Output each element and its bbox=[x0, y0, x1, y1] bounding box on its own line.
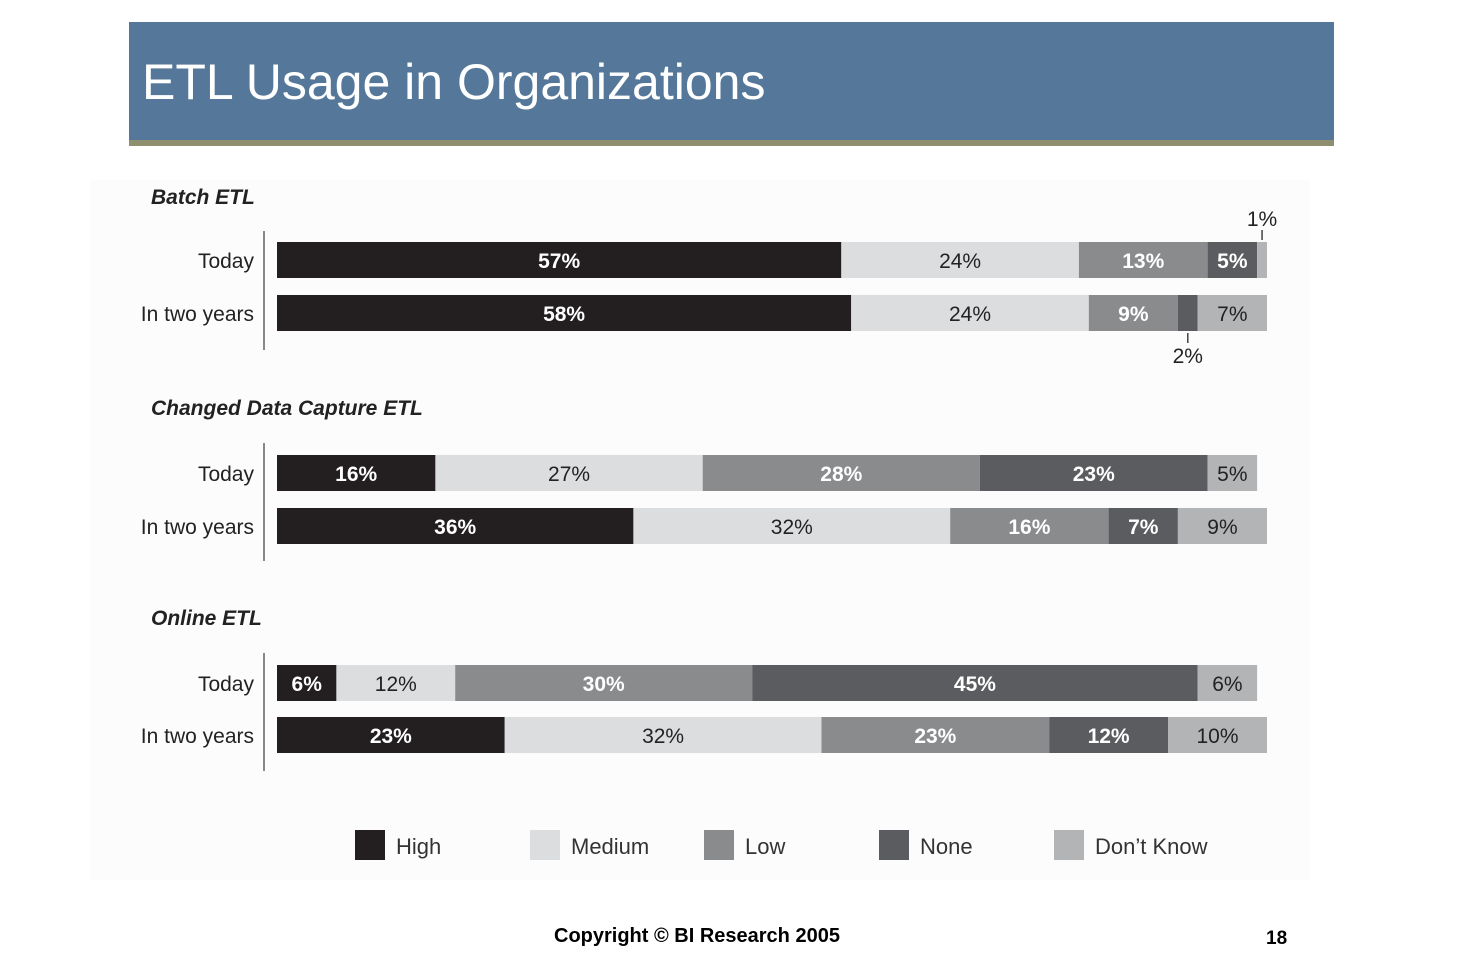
slide-title: ETL Usage in Organizations bbox=[142, 54, 766, 110]
data-label-online-etl-in-two-years-none: 12% bbox=[1088, 725, 1130, 748]
bar-segment-batch-etl-in-two-years-high bbox=[277, 295, 852, 331]
data-label-online-etl-in-two-years-high: 23% bbox=[370, 725, 412, 748]
bar-segment-changed-data-capture-etl-today-high bbox=[277, 455, 436, 491]
bar-segment-changed-data-capture-etl-in-two-years-medium bbox=[633, 508, 951, 544]
bar-segment-online-etl-in-two-years-don-t-know bbox=[1168, 717, 1267, 753]
bar-segment-batch-etl-today-medium bbox=[841, 242, 1079, 278]
group-title-changed-data-capture-etl: Changed Data Capture ETL bbox=[151, 397, 423, 420]
data-label-online-etl-today-medium: 12% bbox=[375, 673, 417, 696]
legend-swatch-don-t-know bbox=[1054, 830, 1084, 860]
data-label-online-etl-today-don-t-know: 6% bbox=[1212, 673, 1242, 696]
legend-swatch-medium bbox=[530, 830, 560, 860]
data-label-changed-data-capture-etl-today-medium: 27% bbox=[548, 463, 590, 486]
bar-segment-online-etl-today-none bbox=[752, 665, 1198, 701]
bar-segment-batch-etl-today-don-t-know bbox=[1257, 242, 1267, 278]
copyright-notice: Copyright © BI Research 2005 bbox=[554, 925, 840, 947]
data-label-changed-data-capture-etl-in-two-years-medium: 32% bbox=[771, 516, 813, 539]
data-label-batch-etl-today-none: 5% bbox=[1217, 250, 1248, 273]
data-label-online-etl-in-two-years-low: 23% bbox=[914, 725, 956, 748]
bar-segment-changed-data-capture-etl-in-two-years-high bbox=[277, 508, 634, 544]
row-label-batch-etl-today: Today bbox=[198, 250, 255, 273]
data-label-changed-data-capture-etl-today-none: 23% bbox=[1073, 463, 1115, 486]
page-number: 18 bbox=[1266, 928, 1288, 949]
legend-label-none: None bbox=[920, 834, 973, 859]
legend-swatch-low bbox=[704, 830, 734, 860]
data-label-changed-data-capture-etl-in-two-years-high: 36% bbox=[434, 516, 476, 539]
data-label-changed-data-capture-etl-today-low: 28% bbox=[820, 463, 862, 486]
bar-segment-changed-data-capture-etl-today-medium bbox=[435, 455, 703, 491]
data-label-batch-etl-today-high: 57% bbox=[538, 250, 580, 273]
data-label-online-etl-today-none: 45% bbox=[954, 673, 996, 696]
bar-segment-online-etl-in-two-years-low bbox=[821, 717, 1050, 753]
data-label-changed-data-capture-etl-today-high: 16% bbox=[335, 463, 377, 486]
data-label-batch-etl-in-two-years-medium: 24% bbox=[949, 303, 991, 326]
bar-segment-changed-data-capture-etl-today-none bbox=[979, 455, 1208, 491]
title-bar bbox=[129, 22, 1334, 140]
row-label-changed-data-capture-etl-today: Today bbox=[198, 463, 255, 486]
row-label-online-etl-in-two-years: In two years bbox=[141, 725, 254, 748]
data-label-changed-data-capture-etl-in-two-years-low: 16% bbox=[1008, 516, 1050, 539]
stacked-bar-chart: Batch ETL Today 57% 24% 13% 5% 1% In two years 5… bbox=[141, 186, 1277, 860]
data-label-batch-etl-in-two-years-none: 2% bbox=[1173, 345, 1203, 368]
group-title-online-etl: Online ETL bbox=[151, 607, 262, 630]
bar-segment-online-etl-in-two-years-medium bbox=[504, 717, 822, 753]
data-label-batch-etl-in-two-years-low: 9% bbox=[1118, 303, 1149, 326]
group-title-batch-etl: Batch ETL bbox=[151, 186, 255, 209]
legend-label-don-t-know: Don’t Know bbox=[1095, 834, 1208, 859]
row-label-online-etl-today: Today bbox=[198, 673, 255, 696]
bar-segment-batch-etl-in-two-years-none bbox=[1177, 295, 1198, 331]
bar-segment-batch-etl-in-two-years-low bbox=[1088, 295, 1178, 331]
bar-segment-changed-data-capture-etl-in-two-years-low bbox=[950, 508, 1109, 544]
bar-segment-changed-data-capture-etl-in-two-years-none bbox=[1108, 508, 1178, 544]
data-label-online-etl-in-two-years-medium: 32% bbox=[642, 725, 684, 748]
data-label-online-etl-today-low: 30% bbox=[583, 673, 625, 696]
bar-segment-online-etl-today-high bbox=[277, 665, 337, 701]
bar-segment-batch-etl-today-none bbox=[1207, 242, 1258, 278]
bar-segment-online-etl-today-don-t-know bbox=[1197, 665, 1258, 701]
bar-segment-online-etl-today-low bbox=[455, 665, 753, 701]
bar-segment-online-etl-in-two-years-high bbox=[277, 717, 505, 753]
bar-segment-batch-etl-in-two-years-medium bbox=[851, 295, 1089, 331]
bar-segment-changed-data-capture-etl-today-don-t-know bbox=[1207, 455, 1258, 491]
bar-segment-batch-etl-in-two-years-don-t-know bbox=[1197, 295, 1267, 331]
bar-segment-batch-etl-today-low bbox=[1078, 242, 1208, 278]
data-label-changed-data-capture-etl-today-don-t-know: 5% bbox=[1217, 463, 1247, 486]
legend-swatch-high bbox=[355, 830, 385, 860]
data-label-batch-etl-today-low: 13% bbox=[1122, 250, 1164, 273]
legend-label-high: High bbox=[396, 834, 441, 859]
bar-segment-changed-data-capture-etl-today-low bbox=[702, 455, 980, 491]
data-label-batch-etl-in-two-years-high: 58% bbox=[543, 303, 585, 326]
bar-segment-online-etl-today-medium bbox=[336, 665, 456, 701]
bar-segment-batch-etl-today-high bbox=[277, 242, 842, 278]
data-label-changed-data-capture-etl-in-two-years-don-t-know: 9% bbox=[1207, 516, 1237, 539]
title-rule bbox=[129, 140, 1334, 146]
legend-label-low: Low bbox=[745, 834, 785, 859]
row-label-batch-etl-in-two-years: In two years bbox=[141, 303, 254, 326]
data-label-batch-etl-in-two-years-don-t-know: 7% bbox=[1217, 303, 1247, 326]
data-label-batch-etl-today-don-t-know: 1% bbox=[1247, 208, 1277, 231]
bar-segment-online-etl-in-two-years-none bbox=[1049, 717, 1168, 753]
data-label-online-etl-today-high: 6% bbox=[292, 673, 323, 696]
legend-swatch-none bbox=[879, 830, 909, 860]
data-label-changed-data-capture-etl-in-two-years-none: 7% bbox=[1128, 516, 1159, 539]
bar-segment-changed-data-capture-etl-in-two-years-don-t-know bbox=[1177, 508, 1267, 544]
legend-label-medium: Medium bbox=[571, 834, 649, 859]
data-label-online-etl-in-two-years-don-t-know: 10% bbox=[1196, 725, 1238, 748]
chart-panel: Batch ETL Today 57% 24% 13% 5% 1% In two years 5… bbox=[90, 180, 1310, 880]
row-label-changed-data-capture-etl-in-two-years: In two years bbox=[141, 516, 254, 539]
data-label-batch-etl-today-medium: 24% bbox=[939, 250, 981, 273]
